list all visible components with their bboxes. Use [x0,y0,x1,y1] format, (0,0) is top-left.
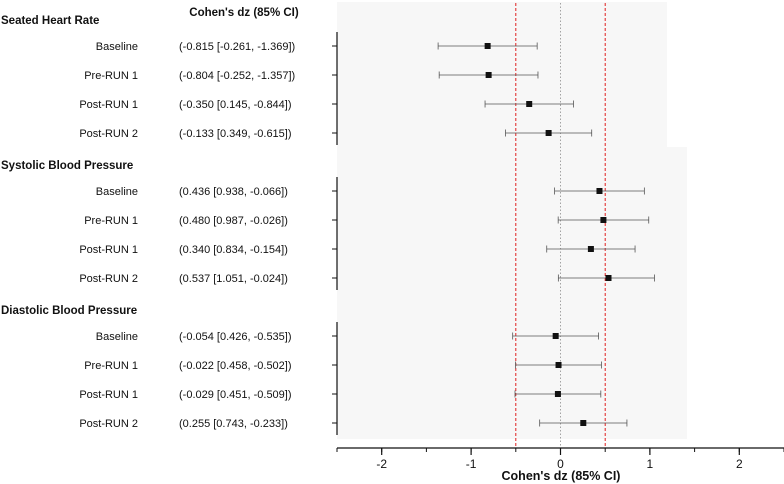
group-title: Systolic Blood Pressure [1,160,133,172]
group-background [337,147,687,294]
row-estimate-text: (0.436 [0.938, -0.066]) [179,186,288,198]
row-label: Post-RUN 2 [79,273,138,285]
row-label: Baseline [96,186,138,198]
point-estimate [555,362,562,368]
x-tick-label: -2 [376,457,387,471]
row-label: Pre-RUN 1 [84,70,138,82]
row-label: Post-RUN 2 [79,418,138,430]
point-estimate [552,333,559,339]
row-estimate-text: (-0.350 [0.145, -0.844]) [179,99,292,111]
row-estimate-text: (-0.054 [0.426, -0.535]) [179,331,292,343]
x-axis-label: Cohen's dz (85% CI) [502,469,621,483]
group-title: Seated Heart Rate [1,15,99,27]
point-estimate [526,101,533,107]
point-estimate [600,217,607,223]
point-estimate [605,275,612,281]
point-estimate [580,420,587,426]
point-estimate [596,188,603,194]
row-estimate-text: (-0.133 [0.349, -0.615]) [179,128,292,140]
row-estimate-text: (-0.029 [0.451, -0.509]) [179,389,292,401]
column-header: Cohen's dz (85% CI) [189,7,299,19]
row-label: Post-RUN 2 [79,128,138,140]
group-background [337,2,667,149]
row-estimate-text: (-0.815 [-0.261, -1.369]) [179,41,295,53]
row-estimate-text: (0.480 [0.987, -0.026]) [179,215,288,227]
point-estimate [484,43,491,49]
x-tick-label: 1 [647,457,654,471]
group-background [337,292,687,439]
row-label: Post-RUN 1 [79,99,138,111]
point-estimate [545,130,552,136]
row-label: Baseline [96,41,138,53]
point-estimate [485,72,492,78]
row-estimate-text: (-0.804 [-0.252, -1.357]) [179,70,295,82]
x-tick-label: 2 [736,457,743,471]
row-label: Post-RUN 1 [79,389,138,401]
row-label: Post-RUN 1 [79,244,138,256]
point-estimate [587,246,594,252]
row-estimate-text: (-0.022 [0.458, -0.502]) [179,360,292,372]
row-estimate-text: (0.255 [0.743, -0.233]) [179,418,288,430]
row-label: Pre-RUN 1 [84,360,138,372]
x-tick-label: 0 [557,457,564,471]
row-label: Baseline [96,331,138,343]
row-label: Pre-RUN 1 [84,215,138,227]
x-tick-label: -1 [466,457,477,471]
row-estimate-text: (0.340 [0.834, -0.154]) [179,244,288,256]
group-title: Diastolic Blood Pressure [1,305,137,317]
row-estimate-text: (0.537 [1.051, -0.024]) [179,273,288,285]
point-estimate [554,391,561,397]
